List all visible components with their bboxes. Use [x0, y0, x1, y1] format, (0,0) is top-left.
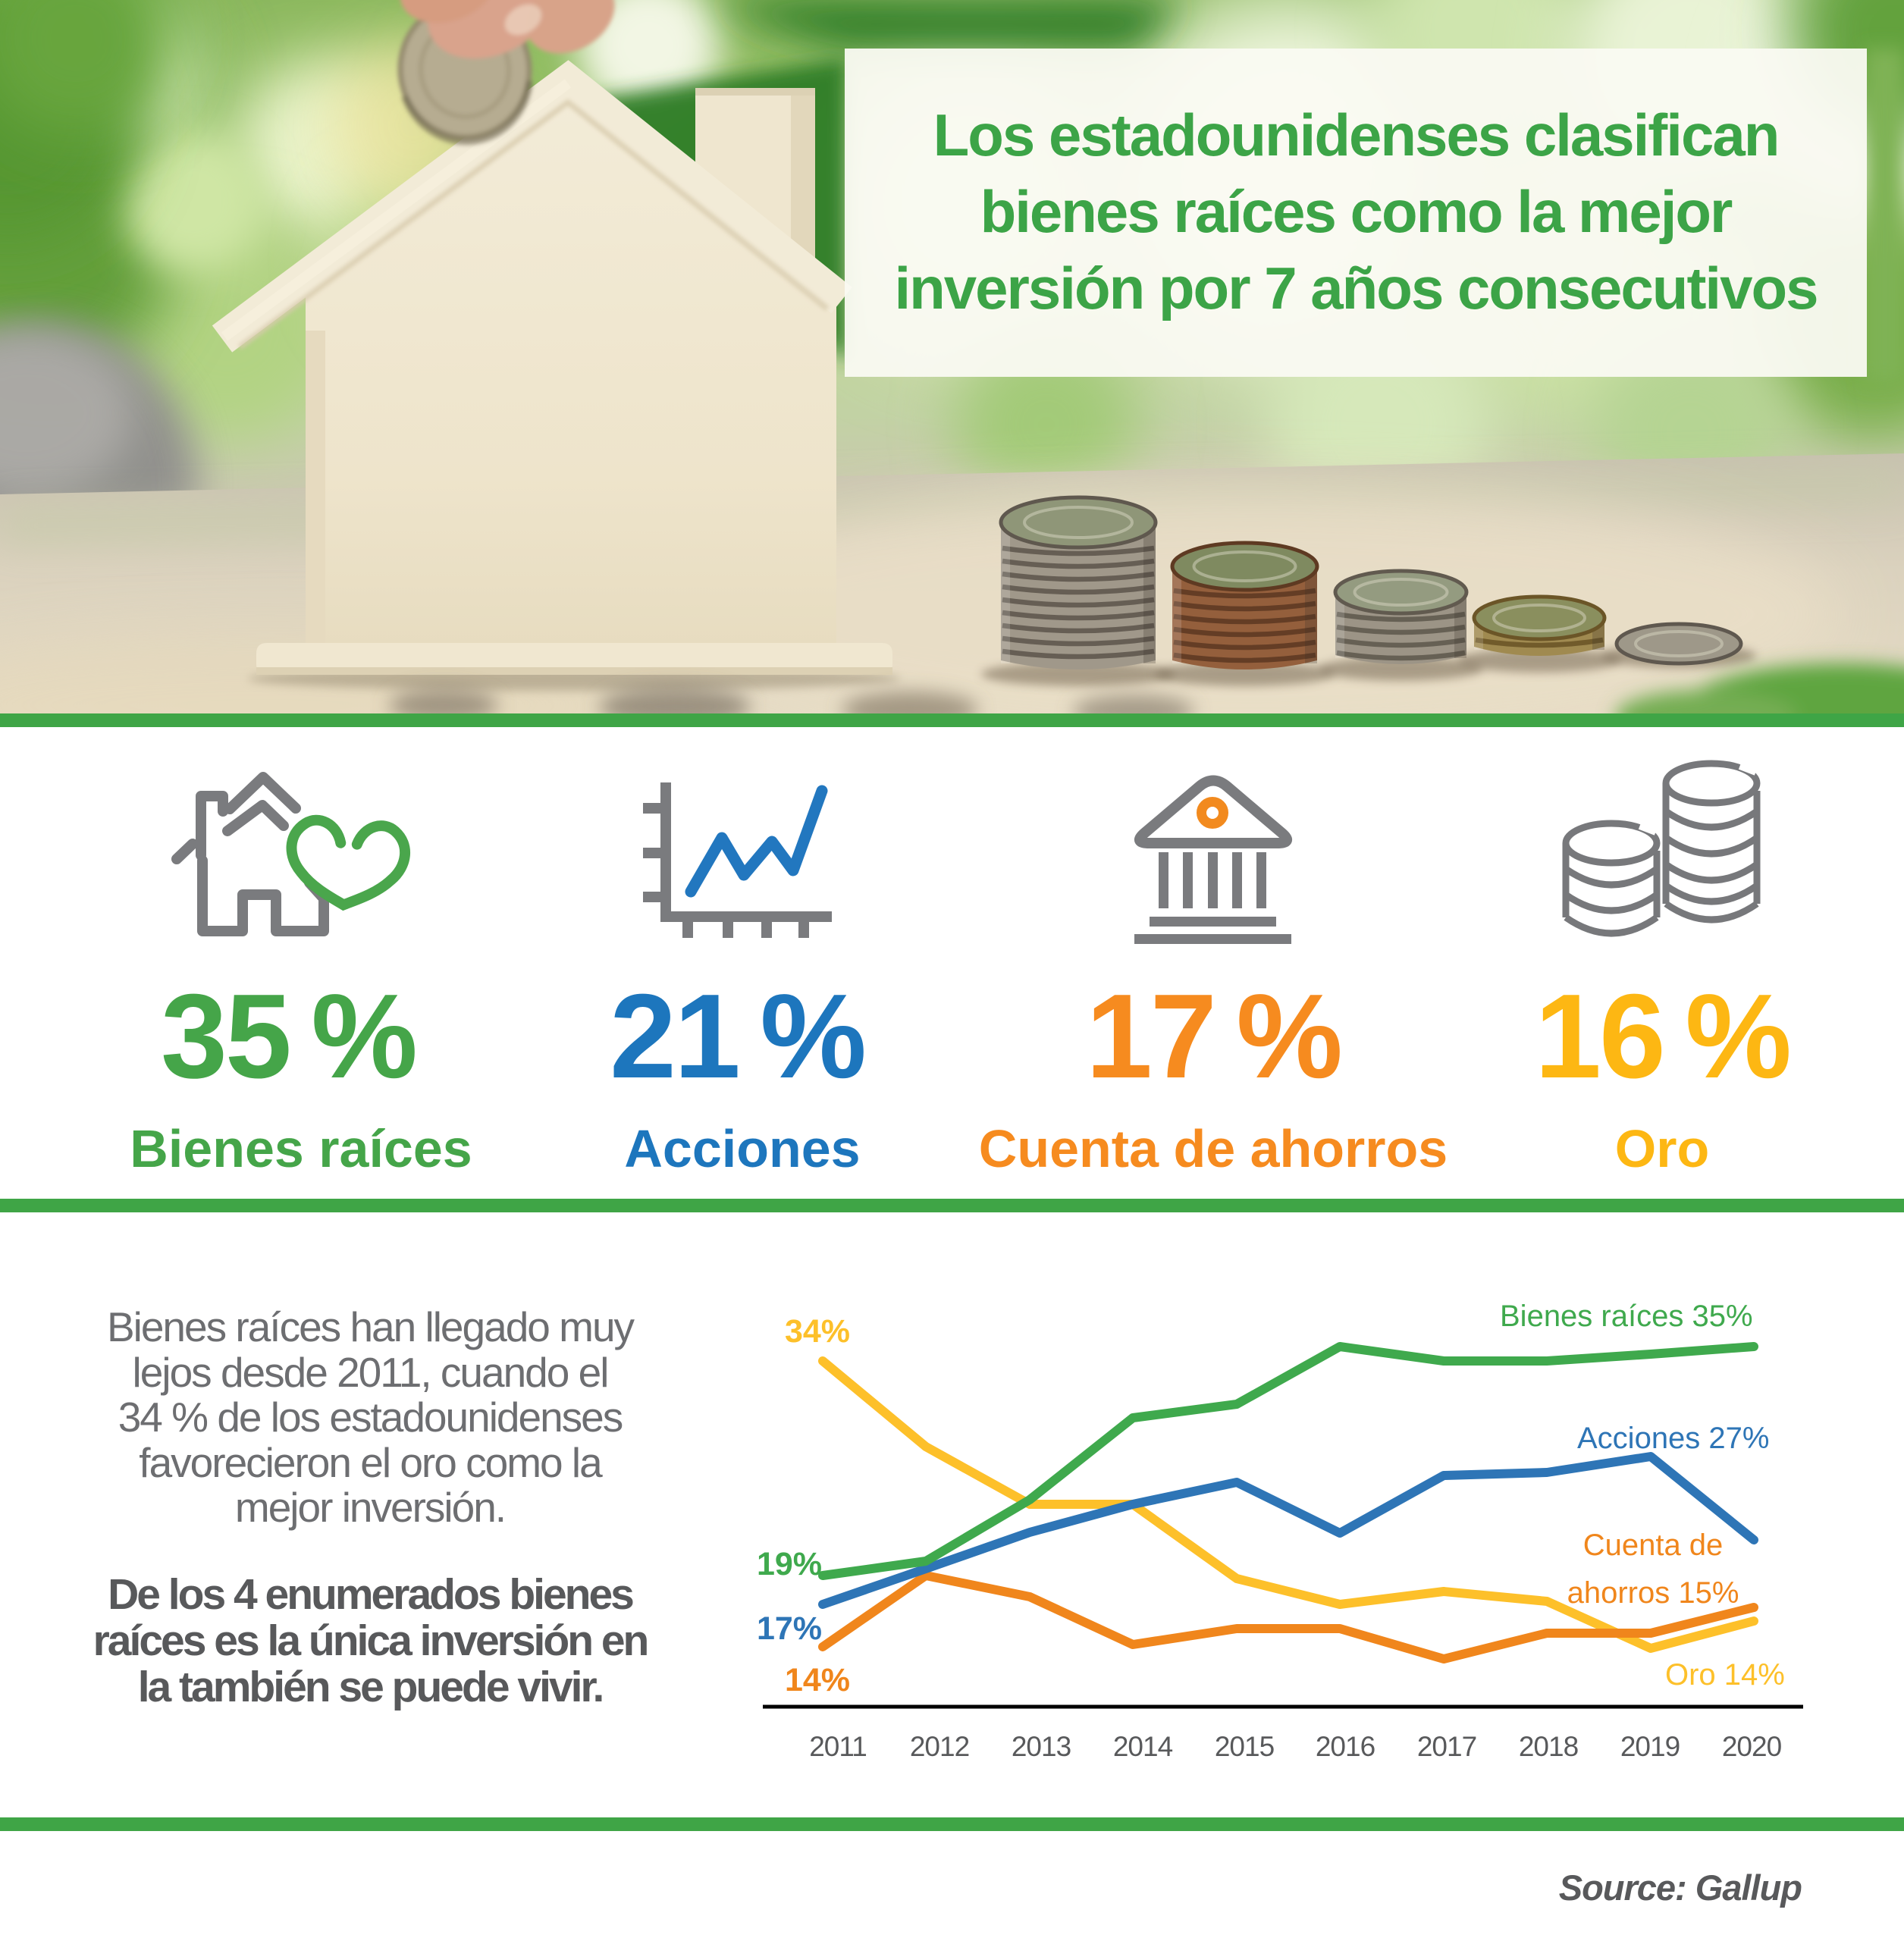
svg-text:2016: 2016: [1316, 1731, 1375, 1762]
svg-text:Oro 14%: Oro 14%: [1665, 1658, 1785, 1692]
svg-text:17%: 17%: [757, 1610, 822, 1647]
svg-text:2018: 2018: [1519, 1731, 1578, 1762]
svg-text:2015: 2015: [1215, 1731, 1275, 1762]
svg-text:19%: 19%: [757, 1546, 822, 1582]
svg-text:14%: 14%: [785, 1662, 850, 1698]
svg-text:2013: 2013: [1012, 1731, 1071, 1762]
svg-text:34%: 34%: [785, 1313, 850, 1350]
svg-text:2012: 2012: [910, 1731, 969, 1762]
svg-text:Acciones 27%: Acciones 27%: [1577, 1422, 1769, 1455]
svg-text:2011: 2011: [809, 1731, 867, 1762]
svg-text:Bienes raíces 35%: Bienes raíces 35%: [1500, 1300, 1753, 1333]
svg-text:2017: 2017: [1417, 1731, 1476, 1762]
svg-text:2019: 2019: [1620, 1731, 1680, 1762]
svg-text:ahorros 15%: ahorros 15%: [1567, 1576, 1739, 1610]
svg-text:2014: 2014: [1113, 1731, 1173, 1762]
svg-text:Cuenta de: Cuenta de: [1583, 1529, 1724, 1562]
svg-text:2020: 2020: [1722, 1731, 1782, 1762]
